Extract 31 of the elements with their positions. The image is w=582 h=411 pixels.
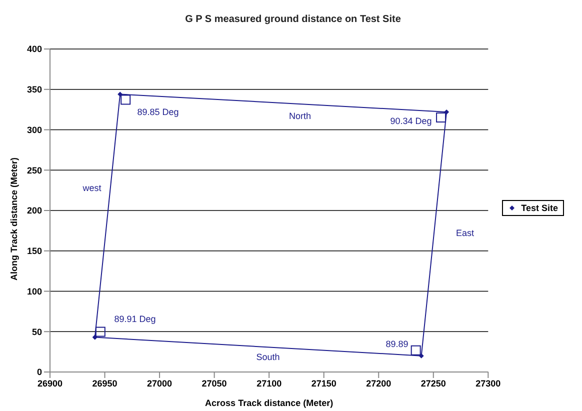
- annotation: 89.91 Deg: [114, 314, 156, 324]
- y-tick-label: 150: [26, 246, 42, 256]
- y-tick-label: 100: [26, 286, 42, 296]
- point: [444, 109, 450, 114]
- x-tick-label: 26900: [37, 378, 63, 388]
- annotation: 89.89: [386, 339, 408, 349]
- y-tick-label: 0: [36, 367, 42, 378]
- annotation: west: [82, 183, 102, 193]
- x-tick-label: 27000: [147, 378, 172, 388]
- x-tick-label: 27100: [256, 378, 282, 388]
- x-tick-label: 27300: [476, 378, 501, 388]
- y-tick-label: 400: [26, 44, 42, 54]
- x-tick-label: 26950: [92, 378, 118, 388]
- x-tick-label: 27200: [366, 378, 392, 388]
- annotation: 89.85 Deg: [137, 107, 179, 117]
- y-tick-label: 50: [32, 326, 42, 337]
- y-axis-title: Along Track distance (Meter): [9, 157, 20, 280]
- annotation: 90.34 Deg: [390, 116, 432, 126]
- annotation: East: [456, 228, 474, 238]
- y-tick-label: 350: [26, 84, 42, 95]
- y-tick-label: 200: [26, 206, 42, 216]
- annotation: North: [288, 111, 312, 121]
- y-tick-label: 250: [26, 165, 42, 176]
- x-tick-label: 27250: [420, 378, 446, 388]
- x-tick-label: 27150: [311, 378, 336, 388]
- y-tick-label: 300: [26, 124, 42, 135]
- legend-label: Test Site: [521, 203, 558, 213]
- annotation: South: [256, 352, 280, 362]
- x-axis-title: Across Track distance (Meter): [205, 398, 334, 408]
- x-tick-label: 27050: [202, 378, 227, 388]
- chart-title: G P S measured ground distance on Test Site: [184, 14, 402, 25]
